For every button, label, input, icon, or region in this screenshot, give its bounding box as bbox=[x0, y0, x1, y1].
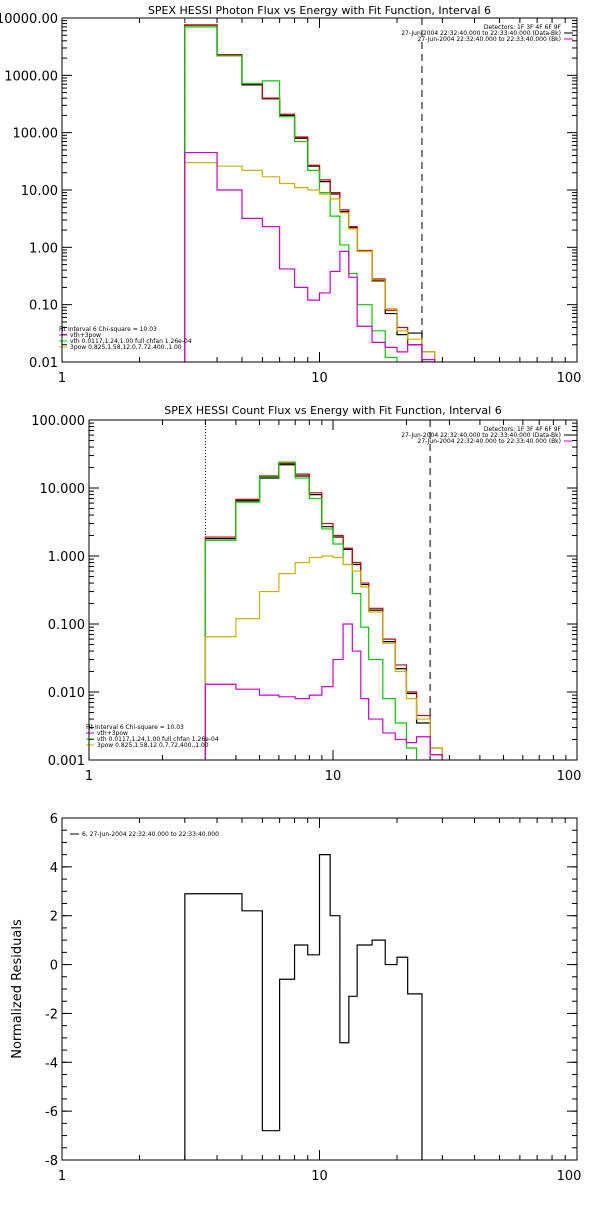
y-tick-label: 100.000 bbox=[31, 414, 85, 429]
y-tick-label: 6 bbox=[50, 812, 58, 827]
y-tick-label: 1.00 bbox=[29, 241, 58, 256]
info-line: Detectors: 1F 3F 4F 6F 9F bbox=[484, 24, 562, 31]
info-line: 27-Jun-2004 22:32:40.000 to 22:33:40.000… bbox=[401, 30, 561, 37]
legend-entry: vth+3pow bbox=[70, 332, 101, 339]
plot-frame bbox=[61, 817, 578, 1161]
x-tick-label: 10 bbox=[311, 371, 328, 386]
info-line: 27-Jun-2004 22:32:40.000 to 22:33:40.000… bbox=[418, 438, 561, 445]
y-tick-label: 100.00 bbox=[13, 127, 59, 142]
y-tick-label: 2 bbox=[50, 910, 58, 925]
y-tick-label: 10.00 bbox=[21, 184, 58, 199]
legend-entry: 3pow 0.825,1.58,12.0,7.72,400.,1.00 bbox=[97, 742, 209, 749]
y-tick-label: 0.001 bbox=[48, 754, 85, 769]
info-line: 27-Jun-2004 22:32:40.000 to 22:33:40.000… bbox=[401, 432, 561, 439]
y-tick-label: 10000.00 bbox=[0, 12, 58, 27]
x-tick-label: 1 bbox=[58, 1169, 66, 1184]
x-tick-label: 100 bbox=[557, 371, 582, 386]
y-tick-label: 0.100 bbox=[48, 618, 85, 633]
legend-entry: Fit Interval 6 Chi-square = 10.03 bbox=[86, 724, 184, 731]
y-tick-label: 1000.00 bbox=[4, 69, 58, 84]
y-tick-label: 0.010 bbox=[48, 686, 85, 701]
series-line bbox=[204, 462, 443, 760]
y-tick-label: -6 bbox=[45, 1105, 58, 1120]
series-line bbox=[184, 151, 436, 362]
y-tick-label: 0.10 bbox=[29, 299, 58, 314]
y-tick-label: 1.000 bbox=[48, 550, 85, 565]
legend-entry: vth 0.0117,1.24,1.00 full chfan 1.26e-04 bbox=[97, 736, 219, 743]
y-tick-label: -8 bbox=[45, 1154, 58, 1169]
legend-entry: 3pow 0.825,1.58,12.0,7.72,400.,1.00 bbox=[70, 344, 182, 351]
legend-entry: vth 0.0117,1.24,1.00 full chfan 1.26e-04 bbox=[70, 338, 192, 345]
chart-title: SPEX HESSI Photon Flux vs Energy with Fi… bbox=[148, 4, 491, 17]
info-line: 27-Jun-2004 22:32:40.000 to 22:33:40.000… bbox=[418, 36, 561, 43]
series-group bbox=[184, 24, 436, 362]
legend-entry: Fit Interval 6 Chi-square = 10.03 bbox=[59, 326, 157, 333]
series-line bbox=[204, 461, 443, 760]
series-line bbox=[184, 854, 423, 1160]
panel-1: SPEX HESSI Photon Flux vs Energy with Fi… bbox=[0, 4, 582, 386]
y-tick-label: -2 bbox=[45, 1007, 58, 1022]
chart-title: SPEX HESSI Count Flux vs Energy with Fit… bbox=[164, 404, 501, 417]
x-tick-label: 10 bbox=[325, 769, 342, 784]
legend-entry: vth+3pow bbox=[97, 730, 128, 737]
plot-frame bbox=[61, 17, 578, 363]
y-tick-label: -4 bbox=[45, 1056, 58, 1071]
series-line bbox=[204, 464, 443, 760]
y-axis-label: Normalized Residuals bbox=[10, 919, 25, 1059]
series-group bbox=[184, 854, 423, 1160]
x-tick-label: 100 bbox=[557, 1169, 582, 1184]
panel-2: SPEX HESSI Count Flux vs Energy with Fit… bbox=[31, 404, 581, 784]
x-tick-label: 100 bbox=[557, 769, 582, 784]
y-tick-label: 0 bbox=[50, 959, 58, 974]
info-line: Detectors: 1F 3F 4F 6F 9F bbox=[484, 426, 562, 433]
panel-3: 1 10 100 -8 -6 -4 -2 0 2 4 6 Normalized Residuals 6,… bbox=[10, 812, 581, 1184]
series-line bbox=[204, 623, 443, 760]
y-tick-label: 0.01 bbox=[29, 356, 58, 371]
x-tick-label: 10 bbox=[311, 1169, 328, 1184]
series-line bbox=[204, 555, 443, 760]
series-line bbox=[184, 26, 436, 362]
legend-entry: 6, 27-Jun-2004 22:32:40.000 to 22:33:40.… bbox=[82, 831, 219, 838]
x-tick-label: 1 bbox=[58, 371, 66, 386]
plot-frame bbox=[88, 419, 578, 761]
y-tick-label: 10.000 bbox=[40, 482, 86, 497]
series-line bbox=[184, 162, 436, 362]
x-tick-label: 1 bbox=[85, 769, 93, 784]
series-group bbox=[204, 461, 443, 760]
y-tick-label: 4 bbox=[50, 861, 58, 876]
